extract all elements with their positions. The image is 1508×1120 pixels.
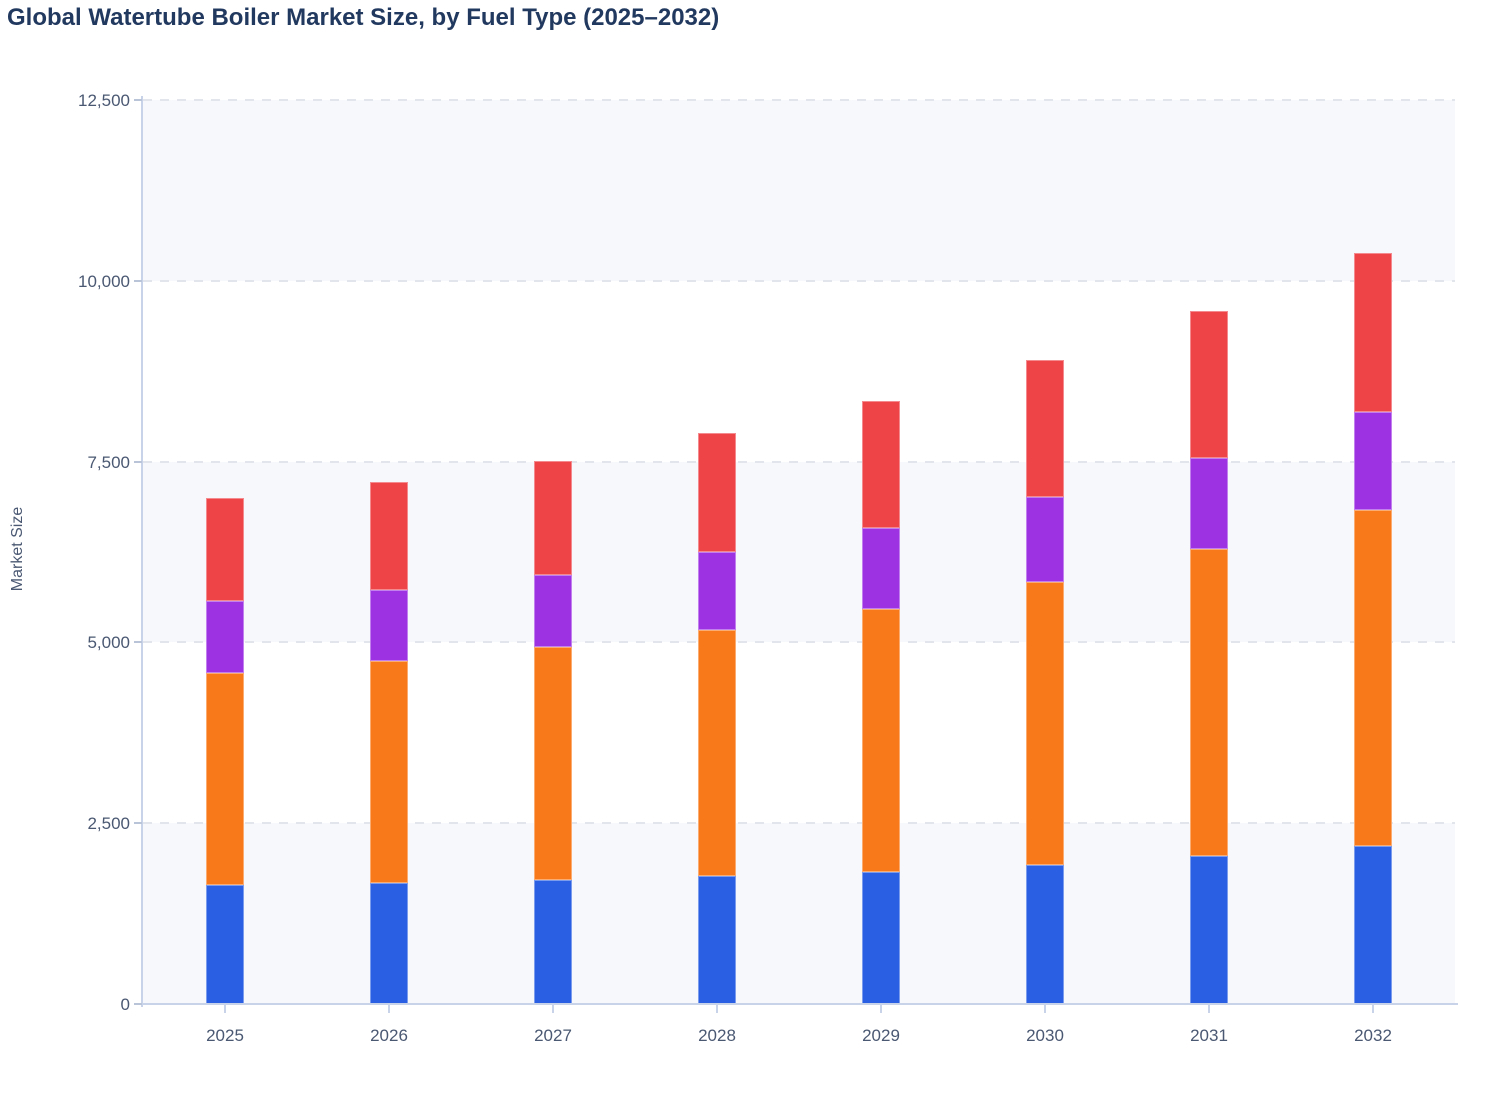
y-tick-label: 12,500 [78, 91, 130, 110]
x-tick-mark [880, 1005, 882, 1013]
bar-2032-blue-bottom-segment[interactable] [1354, 846, 1392, 1004]
y-tick-mark [134, 641, 142, 644]
x-tick-label-2028: 2028 [698, 1026, 736, 1045]
plot-band [143, 100, 1455, 281]
y-tick-label: 7,500 [87, 452, 130, 472]
bar-2029-red-top-segment[interactable] [862, 400, 900, 529]
bar-2025[interactable] [206, 497, 244, 1004]
gridline-10,000 [143, 279, 1455, 282]
bar-2029-purple-segment[interactable] [862, 528, 900, 609]
y-tick-mark [134, 460, 142, 463]
x-tick-mark [716, 1005, 718, 1013]
bar-2030-red-top-segment[interactable] [1026, 360, 1064, 498]
y-tick-mark [134, 822, 142, 825]
gridline-2,500 [143, 822, 1455, 825]
bar-2028-orange-segment[interactable] [698, 629, 736, 876]
plot-band [143, 461, 1455, 643]
bar-2027-orange-segment[interactable] [534, 647, 572, 880]
bar-2029[interactable] [862, 400, 900, 1004]
bar-2030-blue-bottom-segment[interactable] [1026, 865, 1064, 1004]
bar-2028-red-top-segment[interactable] [698, 433, 736, 553]
plot-band [143, 642, 1455, 824]
plot-band [143, 823, 1455, 1004]
bar-2026-orange-segment[interactable] [370, 661, 408, 883]
x-tick-label-2031: 2031 [1190, 1026, 1228, 1045]
x-tick-mark [552, 1005, 554, 1013]
bar-2031-blue-bottom-segment[interactable] [1190, 856, 1228, 1004]
bar-2030-orange-segment[interactable] [1026, 581, 1064, 866]
bar-2031-purple-segment[interactable] [1190, 458, 1228, 550]
bar-2029-blue-bottom-segment[interactable] [862, 871, 900, 1004]
x-tick-label-2025: 2025 [206, 1026, 244, 1045]
bar-2030[interactable] [1026, 360, 1064, 1004]
bar-2026-red-top-segment[interactable] [370, 481, 408, 590]
bar-2031[interactable] [1190, 311, 1228, 1004]
gridline-7,500 [143, 460, 1455, 463]
bar-2031-red-top-segment[interactable] [1190, 311, 1228, 459]
bar-2025-blue-bottom-segment[interactable] [206, 884, 244, 1004]
x-tick-label-2026: 2026 [370, 1026, 408, 1045]
bar-2026-blue-bottom-segment[interactable] [370, 882, 408, 1004]
bar-2028-blue-bottom-segment[interactable] [698, 876, 736, 1004]
plot-area [143, 99, 1455, 1004]
y-tick-mark [134, 1003, 142, 1005]
bar-2026-purple-segment[interactable] [370, 589, 408, 662]
x-tick-mark [1208, 1005, 1210, 1013]
bar-2031-orange-segment[interactable] [1190, 549, 1228, 857]
bar-2032-red-top-segment[interactable] [1354, 252, 1392, 413]
bar-2032-purple-segment[interactable] [1354, 412, 1392, 511]
x-tick-mark [1044, 1005, 1046, 1013]
plot-band [143, 280, 1455, 462]
bar-2028-purple-segment[interactable] [698, 552, 736, 630]
x-tick-mark [1372, 1005, 1374, 1013]
y-tick-label: 2,500 [87, 814, 130, 834]
bar-2032[interactable] [1354, 252, 1392, 1004]
y-axis-line [141, 96, 143, 1007]
x-tick-label-2032: 2032 [1354, 1026, 1392, 1045]
gridline-5,000 [143, 641, 1455, 644]
chart-title: Global Watertube Boiler Market Size, by … [7, 4, 720, 31]
bar-2027-red-top-segment[interactable] [534, 460, 572, 575]
x-tick-label-2029: 2029 [862, 1026, 900, 1045]
y-tick-mark [134, 99, 142, 101]
bar-2025-purple-segment[interactable] [206, 601, 244, 673]
x-tick-label-2030: 2030 [1026, 1026, 1064, 1045]
bar-2030-purple-segment[interactable] [1026, 497, 1064, 582]
gridline-12,500 [143, 99, 1455, 101]
y-axis-label: Market Size [9, 506, 26, 592]
bar-2032-orange-segment[interactable] [1354, 510, 1392, 847]
x-tick-mark [224, 1005, 226, 1013]
y-tick-label: 0 [120, 995, 130, 1014]
bar-2027[interactable] [534, 460, 572, 1004]
bar-2027-blue-bottom-segment[interactable] [534, 879, 572, 1004]
x-tick-mark [388, 1005, 390, 1013]
bar-2027-purple-segment[interactable] [534, 574, 572, 648]
x-axis-line [140, 1003, 1458, 1005]
bar-2029-orange-segment[interactable] [862, 608, 900, 872]
bar-2028[interactable] [698, 433, 736, 1004]
bar-2025-orange-segment[interactable] [206, 672, 244, 885]
y-tick-label: 10,000 [78, 271, 130, 291]
bar-2026[interactable] [370, 481, 408, 1004]
x-tick-label-2027: 2027 [534, 1026, 572, 1045]
y-tick-mark [134, 279, 142, 282]
y-tick-label: 5,000 [87, 633, 130, 653]
bar-2025-red-top-segment[interactable] [206, 497, 244, 602]
